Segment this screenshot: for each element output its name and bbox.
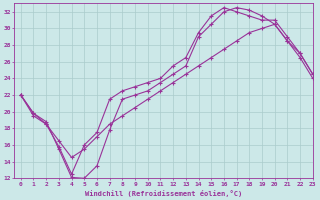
X-axis label: Windchill (Refroidissement éolien,°C): Windchill (Refroidissement éolien,°C) bbox=[85, 190, 242, 197]
